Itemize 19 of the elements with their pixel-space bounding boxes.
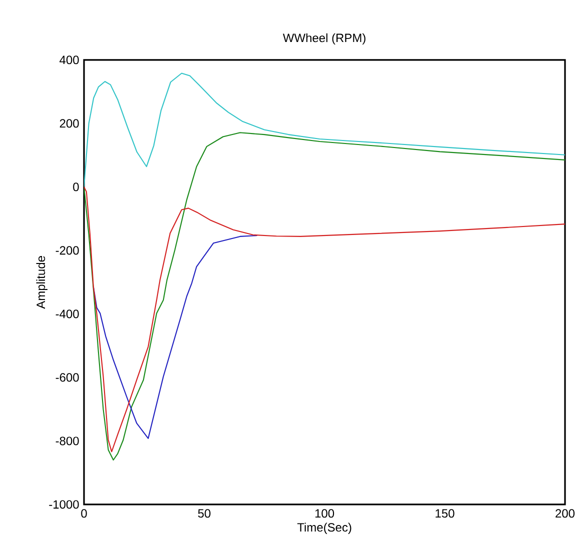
- line-series: [84, 132, 566, 461]
- y-tick-label: -1000: [49, 500, 79, 509]
- y-tick-label: -600: [56, 373, 79, 382]
- chart-title: WWheel (RPM): [282, 33, 366, 45]
- x-tick-label: 100: [315, 509, 334, 518]
- x-tick-label: 50: [198, 509, 210, 518]
- y-axis-title: Amplitude: [36, 256, 48, 309]
- y-tick-label: 400: [60, 56, 79, 64]
- y-tick-label: 0: [73, 182, 79, 192]
- line-series: [84, 186, 566, 452]
- y-tick-label: -400: [56, 310, 79, 318]
- x-tick-label: 150: [436, 509, 454, 518]
- y-tick-label: 200: [60, 119, 79, 128]
- x-tick-label: 0: [81, 509, 87, 518]
- y-tick-label: -800: [56, 436, 79, 446]
- x-tick-label: 200: [556, 509, 575, 518]
- y-tick-label: -200: [56, 246, 79, 255]
- x-axis-title: Time(Sec): [297, 522, 352, 534]
- line-series: [92, 234, 258, 439]
